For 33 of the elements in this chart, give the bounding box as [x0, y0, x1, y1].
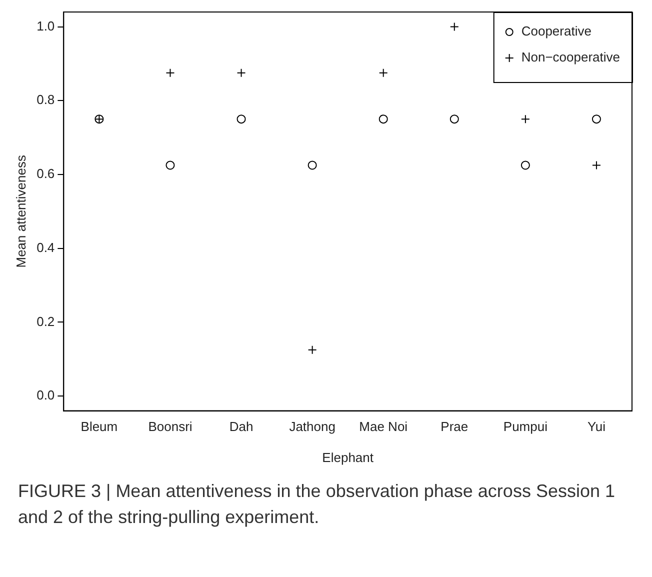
- y-axis-title: Mean attentiveness: [13, 154, 28, 268]
- point: [166, 68, 175, 78]
- point: [378, 68, 388, 78]
- y-tick-label: 0.2: [36, 314, 55, 329]
- point: [520, 160, 530, 170]
- x-tick-label: Prae: [440, 419, 468, 434]
- y-tick-label: 0.8: [36, 92, 55, 108]
- point: [308, 160, 317, 170]
- point: [236, 68, 246, 78]
- y-tick-label: 1.0: [36, 18, 55, 34]
- caption: FIGURE 3 | Mean attentiveness in the observation phase across Session 1 and 2 of the string-pulling experiment.: [18, 480, 616, 529]
- point: [592, 160, 601, 170]
- y-tick-label: 0.4: [36, 240, 55, 255]
- x-tick-label: Mae Noi: [359, 419, 408, 434]
- point: [520, 114, 530, 124]
- x-tick-label: Dah: [229, 419, 254, 434]
- x-axis-title: Elephant: [322, 450, 374, 465]
- x-tick-label: Bleum: [80, 419, 118, 434]
- x-tick-label: Pumpui: [503, 419, 548, 434]
- x-tick-label: Yui: [587, 419, 606, 434]
- point: [236, 114, 246, 124]
- point: [450, 114, 459, 124]
- x-tick-label: Jathong: [289, 419, 336, 434]
- point: [166, 160, 175, 170]
- legend-label: Non−cooperative: [521, 50, 620, 65]
- point: [378, 114, 388, 124]
- y-tick-label: 0.6: [36, 166, 55, 182]
- x-tick-label: Boonsri: [148, 419, 192, 434]
- legend-label: Cooperative: [521, 24, 592, 39]
- point: [308, 345, 317, 354]
- point: [592, 114, 601, 124]
- y-tick-label: 0.0: [36, 388, 55, 403]
- point: [450, 22, 459, 32]
